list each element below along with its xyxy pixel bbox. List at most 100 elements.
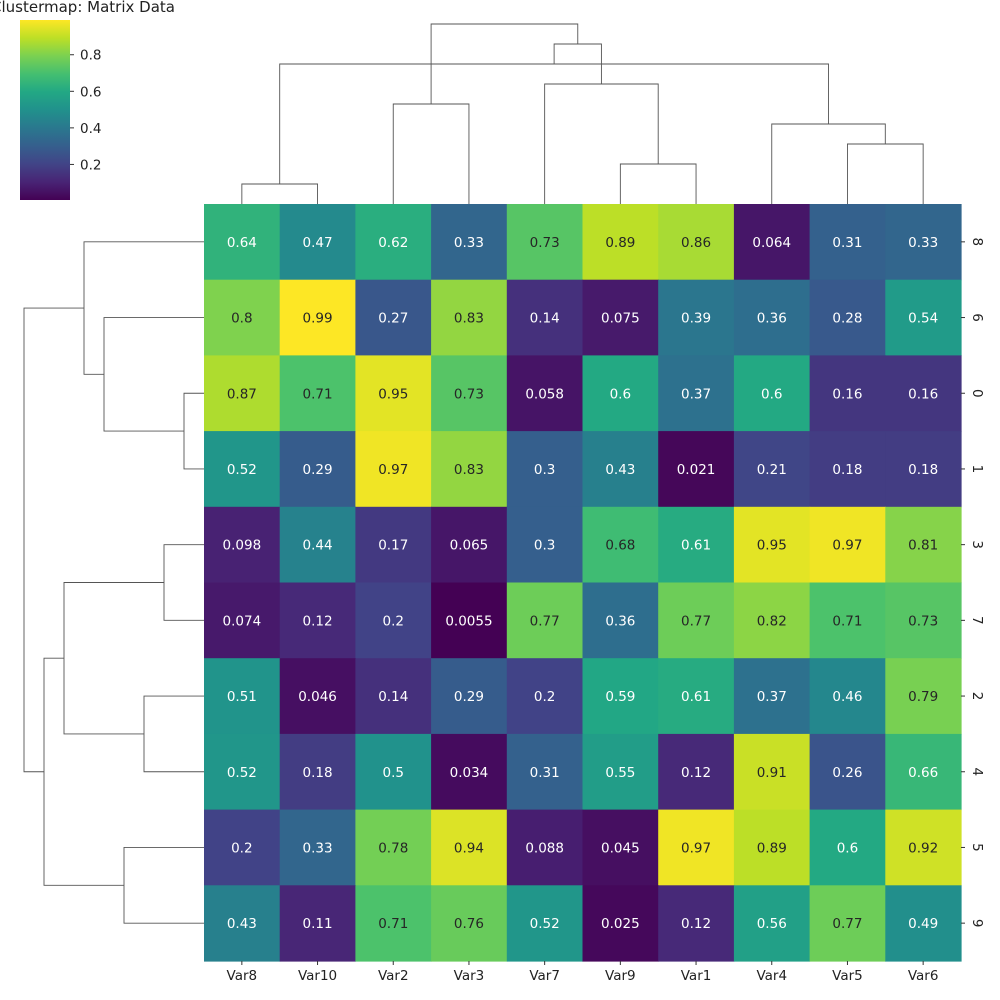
- colorbar-tick-label: 0.8: [80, 48, 101, 64]
- heatmap-cell: [431, 431, 508, 508]
- heatmap-cell: [506, 355, 584, 432]
- heatmap-cell: [355, 885, 432, 962]
- heatmap-cell: [809, 885, 886, 962]
- heatmap-cell: [355, 204, 432, 281]
- dendrogram-link: [619, 163, 697, 204]
- cell-value-label: 0.33: [908, 235, 938, 251]
- cell-value-label: 0.91: [757, 765, 787, 781]
- dendrogram-link: [392, 103, 470, 204]
- cell-value-label: 0.14: [530, 311, 560, 327]
- cell-value-label: 0.21: [757, 462, 787, 478]
- cell-value-label: 0.97: [681, 840, 711, 856]
- heatmap-cell: [733, 582, 811, 659]
- cell-value-label: 0.73: [908, 613, 938, 629]
- cell-value-label: 0.6: [610, 386, 631, 402]
- heatmap-cell: [431, 582, 508, 659]
- cell-value-label: 0.36: [605, 613, 635, 629]
- x-tick-label: Var3: [454, 968, 485, 984]
- heatmap-cell: [279, 733, 356, 811]
- cell-value-label: 0.95: [378, 386, 408, 402]
- heatmap-cell: [658, 431, 735, 508]
- heatmap-cell: [885, 279, 962, 356]
- cell-value-label: 0.16: [908, 386, 938, 402]
- heatmap-cell: [658, 809, 735, 886]
- heatmap-cell: [279, 809, 356, 886]
- cell-value-label: 0.14: [378, 689, 408, 705]
- cell-value-label: 0.59: [605, 689, 635, 705]
- heatmap-cell: [809, 809, 886, 886]
- colorbar-tick-label: 0.6: [80, 84, 101, 100]
- cell-value-label: 0.18: [908, 462, 938, 478]
- cell-value-label: 0.71: [832, 613, 862, 629]
- heatmap-cell: [204, 506, 281, 584]
- heatmap-cell: [204, 582, 281, 659]
- cell-value-label: 0.025: [601, 916, 640, 932]
- heatmap-cell: [431, 658, 508, 735]
- heatmap-cell: [204, 431, 281, 508]
- heatmap-cell: [582, 204, 659, 281]
- heatmap-cell: [355, 355, 432, 432]
- x-tick-label: Var9: [605, 968, 636, 984]
- heatmap-cell: [431, 279, 508, 356]
- cell-value-label: 0.12: [681, 916, 711, 932]
- heatmap-cell: [885, 885, 962, 962]
- cell-value-label: 0.73: [454, 386, 484, 402]
- heatmap-cell: [431, 885, 508, 962]
- cell-value-label: 0.046: [298, 689, 337, 705]
- y-tick-label: 4: [969, 767, 985, 776]
- y-tick-label: 6: [969, 313, 985, 322]
- cell-value-label: 0.3: [534, 538, 555, 554]
- cell-value-label: 0.5: [383, 765, 404, 781]
- dendrogram-link: [279, 63, 829, 184]
- cell-value-label: 0.045: [601, 840, 640, 856]
- cell-value-label: 0.33: [454, 235, 484, 251]
- dendrogram-link: [847, 143, 924, 204]
- heatmap-cell: [506, 431, 584, 508]
- dendrogram-link: [43, 657, 124, 886]
- heatmap-cell: [582, 506, 659, 584]
- cell-value-label: 0.44: [303, 538, 333, 554]
- heatmap-cell: [582, 355, 659, 432]
- cell-value-label: 0.64: [227, 235, 257, 251]
- cell-value-label: 0.2: [383, 613, 404, 629]
- dendrogram-link: [771, 123, 886, 204]
- dendrogram-link: [63, 582, 164, 735]
- heatmap-cell: [885, 582, 962, 659]
- dendrogram-link: [430, 23, 579, 104]
- heatmap-cell: [809, 431, 886, 508]
- x-tick-label: Var5: [832, 968, 863, 984]
- heatmap-cell: [279, 506, 356, 584]
- cell-value-label: 0.31: [832, 235, 862, 251]
- heatmap-cell: [204, 204, 281, 281]
- chart-title: Clustermap: Matrix Data: [0, 0, 175, 16]
- heatmap-cell: [809, 658, 886, 735]
- heatmap-cell: [885, 733, 962, 811]
- heatmap-cell: [431, 733, 508, 811]
- heatmap-cell: [355, 279, 432, 356]
- colorbar: 0.2 0.4 0.6 0.8: [20, 20, 101, 200]
- cell-value-label: 0.56: [757, 916, 787, 932]
- heatmap-cell: [431, 204, 508, 281]
- cell-value-label: 0.16: [832, 386, 862, 402]
- heatmap-cell: [733, 506, 811, 584]
- heatmap-cell: [506, 204, 584, 281]
- heatmap-cell: [582, 582, 659, 659]
- cell-value-label: 0.27: [378, 311, 408, 327]
- heatmap-cell: [809, 355, 886, 432]
- cell-value-label: 0.39: [681, 311, 711, 327]
- cell-value-label: 0.26: [832, 765, 862, 781]
- cell-value-label: 0.86: [681, 235, 711, 251]
- heatmap-cell: [279, 582, 356, 659]
- cell-value-label: 0.82: [757, 613, 787, 629]
- cell-value-label: 0.2: [534, 689, 555, 705]
- dendrogram-link: [143, 695, 204, 773]
- heatmap-cell: [279, 431, 356, 508]
- dendrogram-link: [241, 183, 318, 204]
- cell-value-label: 0.83: [454, 311, 484, 327]
- heatmap-cell: [809, 204, 886, 281]
- heatmap-cell: [658, 355, 735, 432]
- heatmap-cell: [204, 885, 281, 962]
- heatmap-cell: [582, 885, 659, 962]
- heatmap-cell: [506, 506, 584, 584]
- cell-value-label: 0.77: [530, 613, 560, 629]
